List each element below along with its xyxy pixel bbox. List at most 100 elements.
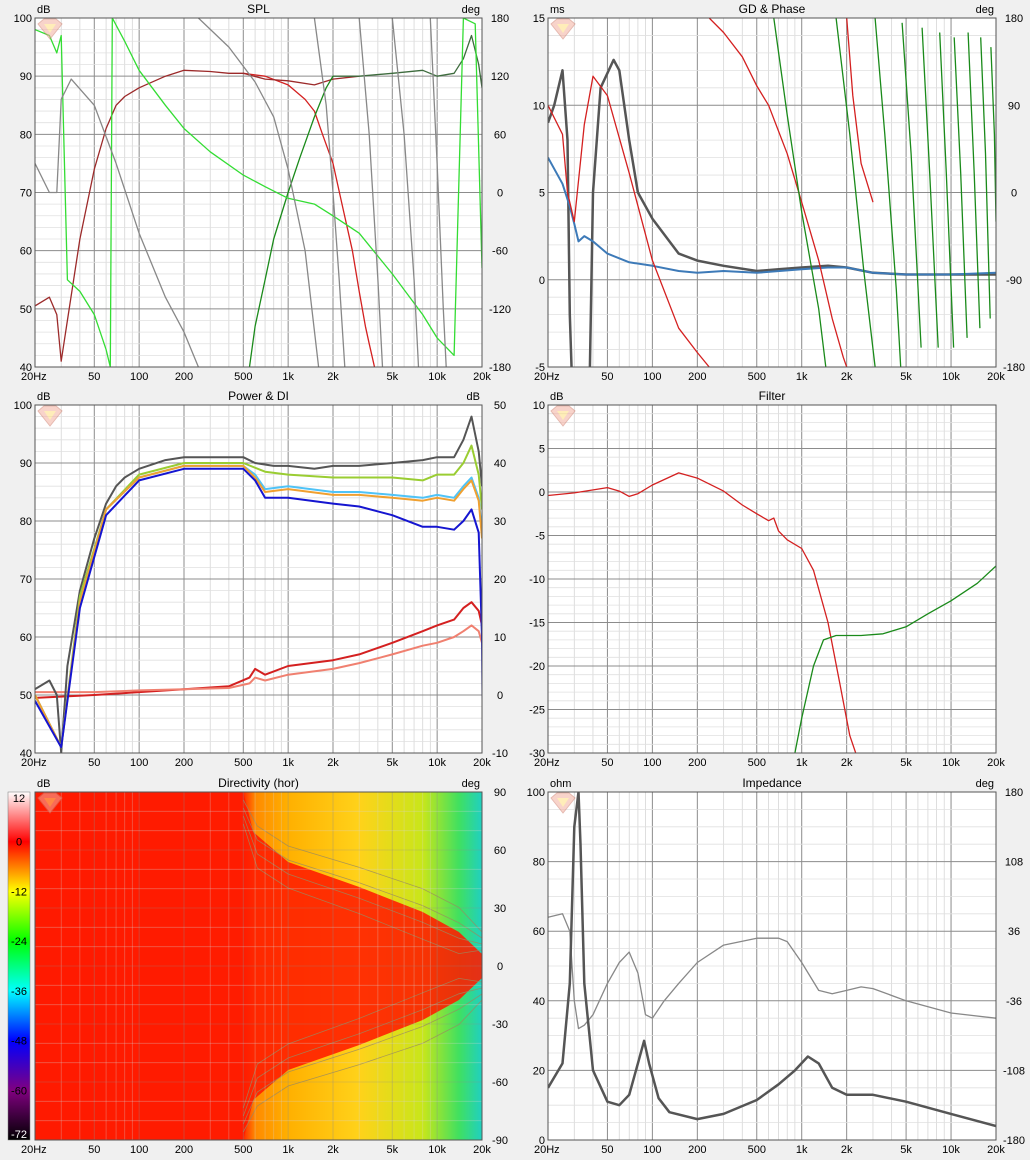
x-tick-label: 5k [900,757,912,769]
y2-unit-label: dB [467,391,480,403]
y2-tick-label: -108 [1003,1065,1025,1077]
y2-tick-label: 180 [1005,13,1023,25]
x-tick-label: 20Hz [21,757,47,769]
series-line-12 [939,32,955,348]
x-tick-label: 100 [130,1144,148,1156]
x-tick-label: 20k [987,1144,1005,1156]
y-tick-label: 10 [533,100,545,112]
series-line-1 [548,913,996,1030]
y-tick-label: 0 [539,1135,545,1147]
watermark-logo [37,792,63,814]
heatmap-onaxis-band [35,792,482,1140]
y2-tick-label: -60 [492,246,508,258]
y-tick-label: 80 [20,129,32,141]
scale-tick-label: 12 [13,793,25,805]
series-line-5 [708,18,848,367]
series-group [35,415,482,753]
y-tick-label: 50 [20,304,32,316]
x-tick-label: 200 [688,371,706,383]
x-tick-label: 50 [601,757,613,769]
series-line-11 [429,18,447,367]
y-tick-label: 5 [539,444,545,456]
y2-unit-label: deg [976,4,994,16]
grid [547,17,997,368]
watermark-logo [37,405,63,427]
contour-line [242,823,482,955]
series-line-7 [35,467,482,749]
x-tick-label: 200 [175,371,193,383]
grid [547,404,997,754]
y-tick-label: -15 [529,618,545,630]
x-tick-label: 20Hz [534,757,560,769]
x-tick-label: 10k [428,371,446,383]
x-tick-label: 2k [841,757,853,769]
x-tick-label: 200 [688,757,706,769]
y-tick-label: 100 [14,400,32,412]
x-tick-label: 200 [175,757,193,769]
scale-tick-label: -24 [11,936,27,948]
series-line-3 [35,415,482,753]
y-tick-label: 10 [533,400,545,412]
x-tick-label: 10k [942,371,960,383]
y2-tick-label: 180 [491,13,509,25]
y-tick-label: 60 [20,246,32,258]
y2-tick-label: 60 [494,845,506,857]
scale-tick-label: -60 [11,1085,27,1097]
watermark-logo [550,792,576,814]
y2-tick-label: 108 [1005,857,1023,869]
x-tick-label: 2k [327,371,339,383]
plot-frame [547,791,997,1141]
x-tick-label: 50 [88,1144,100,1156]
y2-tick-label: -180 [1003,1135,1025,1147]
contour-line [242,987,482,1117]
x-tick-label: 100 [643,1144,661,1156]
y-tick-label: 0 [539,487,545,499]
series-line-1 [548,69,573,367]
x-tick-label: 500 [748,1144,766,1156]
x-tick-label: 20k [473,1144,491,1156]
y-tick-label: 100 [527,787,545,799]
series-line-9 [358,18,384,367]
x-tick-label: 500 [748,757,766,769]
y-tick-label: 80 [533,857,545,869]
x-tick-label: 10k [942,1144,960,1156]
y2-tick-label: 0 [497,961,503,973]
y2-tick-label: 0 [497,188,503,200]
y-tick-label: 5 [539,188,545,200]
y2-tick-label: 30 [494,516,506,528]
x-tick-label: 50 [88,757,100,769]
x-tick-label: 200 [688,1144,706,1156]
scale-tick-label: -12 [11,886,27,898]
y2-tick-label: 30 [494,903,506,915]
y2-tick-label: -90 [1006,275,1022,287]
series-line-1 [548,472,857,753]
y-tick-label: 60 [533,926,545,938]
series-line-2 [548,792,996,1128]
watermark-logo [37,18,63,40]
chart-title: Directivity (hor) [218,776,299,790]
series-line-6 [846,18,874,203]
y-tick-label: 40 [20,362,32,374]
y-unit-label: dB [37,4,50,16]
contour-line [242,977,482,1109]
y-tick-label: 50 [20,690,32,702]
contour-line [242,799,482,933]
series-line-4 [548,75,710,367]
chart-spl: SPL dB deg 20Hz 50 100 200 500 1k 2k 5k 10k 20k 40 50 6… [14,2,511,383]
contour-line [242,993,482,1125]
series-line-16 [990,47,996,222]
series-line-14 [967,32,981,329]
y-tick-label: -5 [535,531,545,543]
y-tick-label: 90 [20,71,32,83]
y2-tick-label: -90 [492,1135,508,1147]
x-tick-label: 500 [234,757,252,769]
x-tick-label: 50 [601,371,613,383]
grid [34,17,483,368]
x-tick-label: 5k [386,757,398,769]
series-line-10 [391,18,420,367]
y2-tick-label: 180 [1005,787,1023,799]
